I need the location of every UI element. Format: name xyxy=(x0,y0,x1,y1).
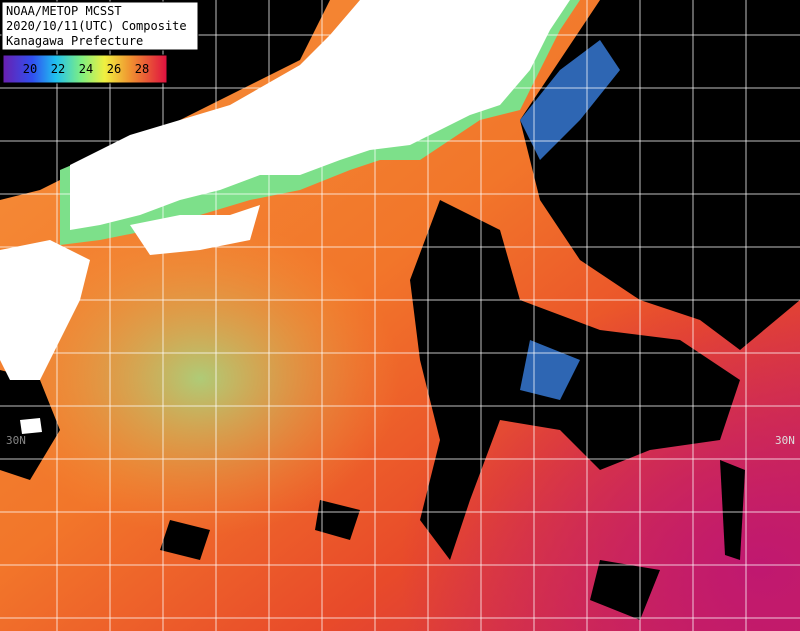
colorbar-tick-label: 20 xyxy=(23,62,37,76)
header-line: 2020/10/11(UTC) Composite xyxy=(6,19,187,33)
cold-patches xyxy=(520,40,620,400)
colorbar-tick-label: 22 xyxy=(51,62,65,76)
colorbar-ticks: 20 22 24 26 28 xyxy=(23,62,149,76)
colorbar-tick-label: 26 xyxy=(107,62,121,76)
lat-label: 30N xyxy=(775,434,795,447)
header-box xyxy=(1,1,199,51)
colorbar-tick-label: 24 xyxy=(79,62,93,76)
lat-label: 30N xyxy=(6,434,26,447)
colorbar xyxy=(2,54,168,84)
header-line: Kanagawa Prefecture xyxy=(6,34,143,48)
header-line: NOAA/METOP MCSST xyxy=(6,4,122,18)
colorbar-tick-label: 28 xyxy=(135,62,149,76)
